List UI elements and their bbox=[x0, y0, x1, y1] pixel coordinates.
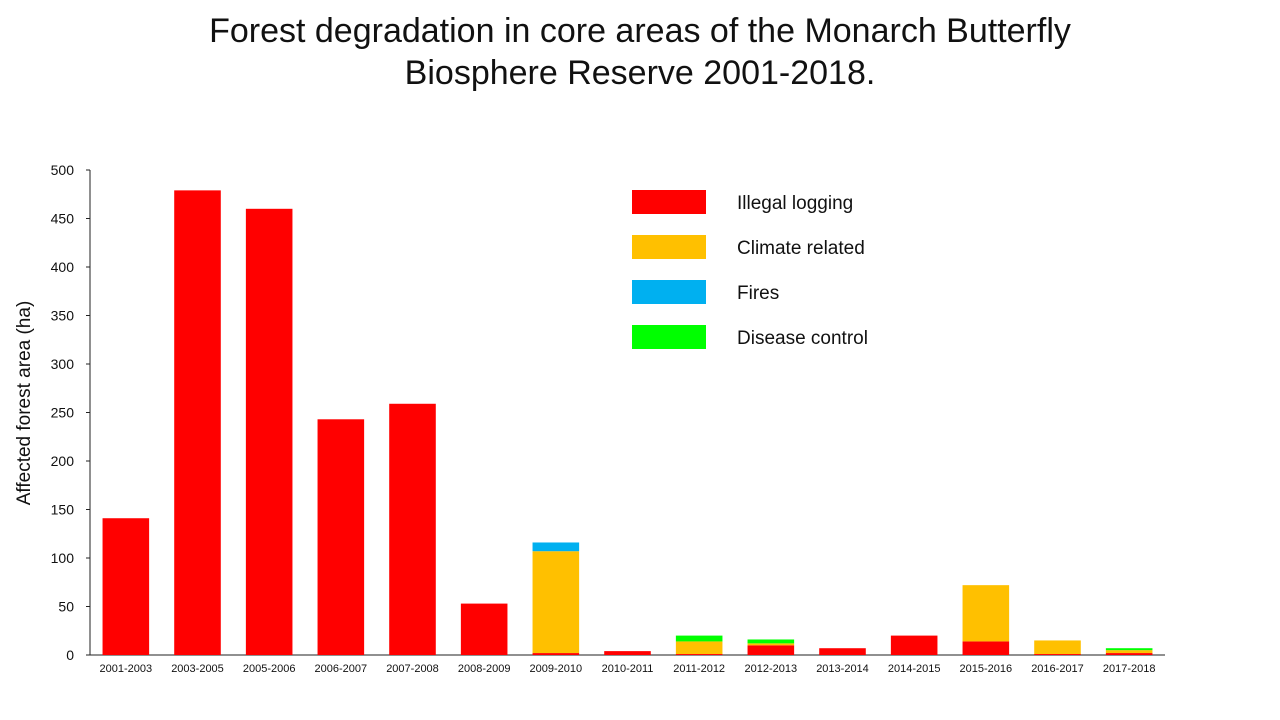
x-tick-label: 2017-2018 bbox=[1103, 663, 1156, 675]
x-tick-label: 2013-2014 bbox=[816, 663, 869, 675]
x-tick-label: 2008-2009 bbox=[458, 663, 511, 675]
y-tick-label: 250 bbox=[51, 405, 75, 421]
x-tick-label: 2015-2016 bbox=[960, 663, 1013, 675]
y-tick-label: 450 bbox=[51, 211, 75, 227]
y-tick-label: 150 bbox=[51, 502, 75, 518]
legend-swatch bbox=[632, 325, 706, 349]
bar-segment bbox=[1105, 653, 1153, 655]
bar-segment bbox=[1034, 654, 1081, 655]
chart-title-line-2: Biosphere Reserve 2001-2018. bbox=[404, 54, 876, 92]
legend-label: Illegal logging bbox=[737, 193, 853, 214]
y-tick-label: 0 bbox=[66, 647, 74, 663]
y-tick-label: 300 bbox=[51, 356, 75, 372]
bar-segment bbox=[747, 645, 795, 655]
legend-swatch bbox=[632, 235, 706, 259]
bar-segment bbox=[747, 639, 795, 644]
y-tick-label: 350 bbox=[51, 308, 75, 324]
chart-legend: Illegal logging Climate related Fires Disea… bbox=[632, 190, 868, 349]
bar-segment bbox=[1105, 648, 1153, 651]
bar-segment bbox=[604, 651, 651, 655]
bar-segment bbox=[675, 641, 723, 655]
bar-segment bbox=[675, 654, 723, 655]
bar-segment bbox=[532, 551, 580, 654]
bar-segment bbox=[245, 208, 293, 656]
bar-segment bbox=[747, 643, 795, 646]
legend-swatch bbox=[632, 280, 706, 304]
bar-segment bbox=[819, 648, 866, 655]
x-tick-label: 2006-2007 bbox=[315, 663, 368, 675]
y-tick-label: 500 bbox=[51, 162, 75, 178]
bar-segment bbox=[532, 542, 580, 552]
x-axis-labels: 2001-2003 2003-2005 2005-2006 2006-2007 2007… bbox=[100, 663, 1156, 675]
bar-segment bbox=[460, 603, 508, 655]
y-tick-label: 100 bbox=[51, 550, 75, 566]
bar-segment bbox=[532, 653, 580, 655]
x-tick-label: 2001-2003 bbox=[100, 663, 153, 675]
bar-segment bbox=[890, 635, 938, 655]
bar-segment bbox=[1034, 640, 1081, 655]
legend-label: Disease control bbox=[737, 328, 868, 349]
legend-label: Climate related bbox=[737, 238, 865, 259]
legend-label: Fires bbox=[737, 283, 779, 304]
y-tick-label: 50 bbox=[58, 599, 74, 615]
x-tick-label: 2014-2015 bbox=[888, 663, 941, 675]
y-tick-label: 400 bbox=[51, 259, 75, 275]
bar-segment bbox=[389, 403, 436, 655]
bar-segment bbox=[1105, 650, 1153, 654]
x-tick-label: 2007-2008 bbox=[386, 663, 439, 675]
bar-segment bbox=[962, 585, 1010, 642]
chart-title-line-1: Forest degradation in core areas of the … bbox=[209, 12, 1071, 50]
x-tick-label: 2003-2005 bbox=[171, 663, 224, 675]
chart-title: Forest degradation in core areas of the … bbox=[0, 10, 1280, 94]
chart-bars bbox=[102, 190, 1153, 656]
bar-segment bbox=[675, 635, 723, 642]
bar-segment bbox=[174, 190, 221, 655]
x-tick-label: 2005-2006 bbox=[243, 663, 296, 675]
x-tick-label: 2010-2011 bbox=[602, 663, 654, 675]
x-tick-label: 2012-2013 bbox=[745, 663, 798, 675]
bar-segment bbox=[962, 641, 1010, 655]
bar-segment bbox=[317, 419, 365, 655]
legend-swatch bbox=[632, 190, 706, 214]
y-axis-title: Affected forest area (ha) bbox=[14, 301, 35, 506]
x-tick-label: 2011-2012 bbox=[673, 663, 725, 675]
chart-axes: 0 50 100 150 200 250 300 350 400 450 500 bbox=[51, 162, 1165, 663]
x-tick-label: 2016-2017 bbox=[1031, 663, 1084, 675]
bar-segment bbox=[102, 518, 150, 655]
x-tick-label: 2009-2010 bbox=[530, 663, 583, 675]
y-tick-label: 200 bbox=[51, 453, 75, 469]
